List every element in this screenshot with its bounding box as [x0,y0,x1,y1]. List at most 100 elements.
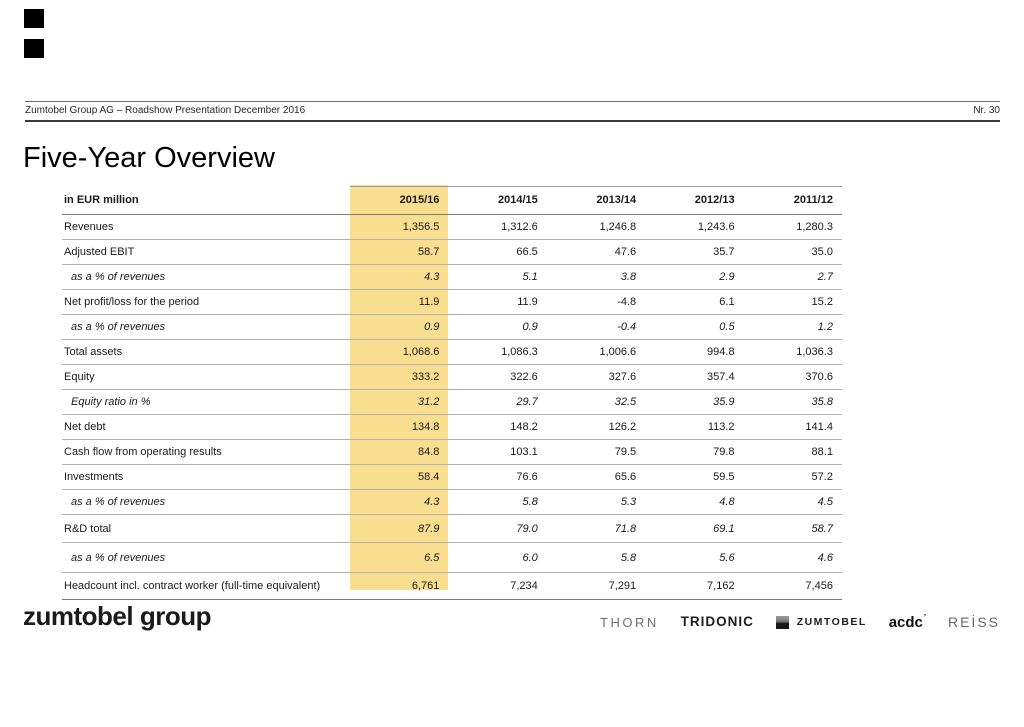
cell-value: 58.7 [811,522,833,535]
cell-value: 35.0 [811,246,833,258]
cell-value: 357.4 [707,371,735,383]
highlight-column-band [350,185,448,590]
row-label: Headcount incl. contract worker (full-ti… [64,580,321,592]
row-label: Revenues [64,221,114,233]
row-label: Investments [64,471,124,483]
cell-value: 1,280.3 [796,221,833,233]
cell-value: 7,456 [805,580,833,592]
cell-value: 6.0 [522,551,538,564]
table-row: as a % of revenues 4.3 5.8 5.3 4.8 4.5 [62,490,842,515]
year-column-header: 2011/12 [793,193,833,206]
table-row: Investments 58.4 76.6 65.6 59.5 57.2 [62,465,842,490]
unit-label: in EUR million [64,193,139,206]
row-label: Total assets [64,346,123,358]
brand-logo-zumtobel: ZUMTOBEL [775,615,867,629]
cell-value: 1,246.8 [599,221,637,233]
table-row: Adjusted EBIT 58.7 66.5 47.6 35.7 35.0 [62,240,842,265]
table-row: as a % of revenues 4.3 5.1 3.8 2.9 2.7 [62,265,842,290]
cell-value: 58.4 [417,471,440,483]
cell-value: 31.2 [417,396,440,408]
cell-value: 327.6 [608,371,637,383]
cell-value: 59.5 [713,471,735,483]
row-label: Net debt [64,421,106,433]
brand-name: ZUMTOBEL [796,615,867,628]
page-title: Five-Year Overview [23,142,275,174]
cell-value: 1.2 [817,321,833,333]
cell-value: 5.3 [620,496,637,508]
cell-value: 29.7 [516,396,538,408]
cell-value: 79.8 [713,446,735,458]
cell-value: 5.8 [522,496,538,508]
cell-value: 1,356.5 [402,221,440,233]
table-row: as a % of revenues 0.9 0.9 -0.4 0.5 1.2 [62,315,842,340]
cell-value: 113.2 [707,421,735,433]
cell-value: 0.9 [522,321,538,333]
cell-value: 11.9 [517,296,538,308]
cell-value: 57.2 [811,471,833,483]
row-label: Equity [64,371,95,383]
cell-value: 58.7 [417,246,440,258]
cell-value: 15.2 [811,296,833,308]
table-row: Equity 333.2 322.6 327.6 357.4 370.6 [62,365,842,390]
row-label: as a % of revenues [71,496,166,508]
table-row: Revenues 1,356.5 1,312.6 1,246.8 1,243.6 1,28… [62,215,842,240]
cell-value: 84.8 [417,446,440,458]
table-rows: Revenues 1,356.5 1,312.6 1,246.8 1,243.6 1,28… [62,215,842,600]
cell-value: 11.9 [418,296,440,308]
year-column-header: 2012/13 [694,193,735,206]
corner-mark-1 [24,9,44,28]
cell-value: 1,086.3 [501,346,538,358]
cell-value: 1,312.6 [501,221,538,233]
cell-value: 6.1 [719,296,735,308]
table-row: R&D total 87.9 79.0 71.8 69.1 58.7 [62,515,842,543]
cell-value: -0.4 [617,321,637,333]
cell-value: 4.3 [424,271,440,283]
corner-mark-2 [24,39,44,58]
cell-value: 79.5 [614,446,637,458]
cell-value: 2.9 [719,271,735,283]
table-row: as a % of revenues 6.5 6.0 5.8 5.6 4.6 [62,543,842,573]
five-year-overview-table: in EUR million 2015/16 2014/15 2013/14 2012… [62,185,842,600]
brand-name: acdc [888,613,923,631]
brand-logo-thorn: THORN [600,616,659,629]
cell-value: 0.9 [424,321,440,333]
cell-value: 103.1 [510,446,538,458]
brand-name: TRIDONIC [680,614,754,630]
row-label: as a % of revenues [71,321,166,333]
cell-value: 6.5 [424,551,440,564]
cell-value: 4.3 [424,496,440,508]
cell-value: 141.4 [805,421,833,433]
cell-value: 4.5 [817,496,833,508]
cell-value: 7,291 [608,580,637,592]
header-top-rule [25,101,1000,102]
cell-value: 4.8 [719,496,735,508]
cell-value: 1,006.6 [599,346,637,358]
cell-value: 88.1 [811,446,833,458]
brand-name: REİSS [947,614,1000,630]
row-label: Adjusted EBIT [64,246,135,258]
cell-value: 2.7 [817,271,833,283]
table-row: Cash flow from operating results 84.8 103.… [62,440,842,465]
cell-value: 35.9 [713,396,735,408]
cell-value: 1,243.6 [697,221,735,233]
table-row: Net profit/loss for the period 11.9 11.9 -4… [62,290,842,315]
brand-mark: ’ [923,612,927,622]
brand-logos: THORN TRIDONIC ZUMTOBEL acdc’ REİSS [600,611,1000,633]
cell-value: 1,068.6 [402,346,440,358]
cell-value: 47.6 [614,246,637,258]
row-label: R&D total [64,522,112,535]
cell-value: 69.1 [713,522,735,535]
row-label: as a % of revenues [71,271,166,283]
zumtobel-square-icon [775,615,789,629]
cell-value: 35.7 [713,246,735,258]
year-column-header: 2015/16 [399,193,440,206]
cell-value: 0.5 [719,321,735,333]
table-header-row: in EUR million 2015/16 2014/15 2013/14 2012… [62,185,842,215]
brand-name: THORN [600,614,659,630]
cell-value: 71.8 [614,522,637,535]
header-bottom-rule [25,120,1000,122]
cell-value: 5.1 [522,271,538,283]
brand-logo-reiss: REİSS [948,615,1000,629]
cell-value: 994.8 [707,346,735,358]
year-column-header: 2014/15 [498,193,538,206]
